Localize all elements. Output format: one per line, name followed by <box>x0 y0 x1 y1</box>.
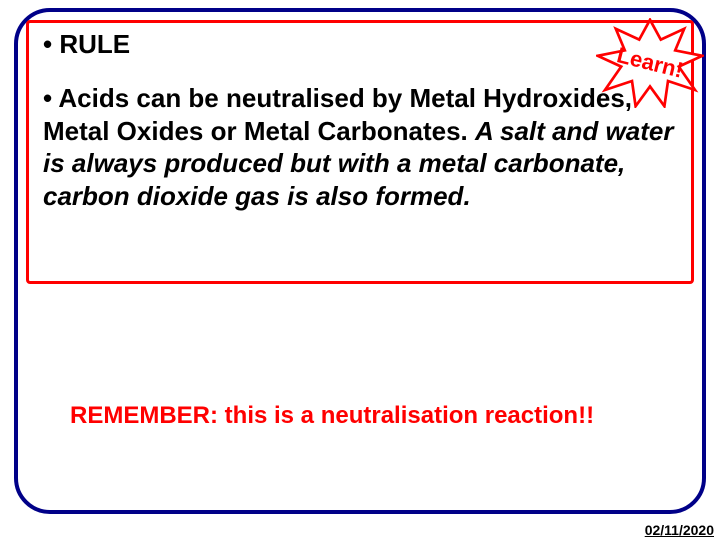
body-paragraph: • Acids can be neutralised by Metal Hydr… <box>43 82 677 212</box>
learn-burst: Learn! <box>596 18 704 108</box>
rule-heading: • RULE <box>43 29 677 60</box>
body-bullet: • <box>43 83 58 113</box>
remember-text: REMEMBER: this is a neutralisation react… <box>70 402 594 430</box>
rule-bullet: • <box>43 29 59 59</box>
date-stamp: 02/11/2020 <box>645 522 714 538</box>
rule-label: RULE <box>59 29 130 59</box>
rule-box: • RULE • Acids can be neutralised by Met… <box>26 20 694 284</box>
